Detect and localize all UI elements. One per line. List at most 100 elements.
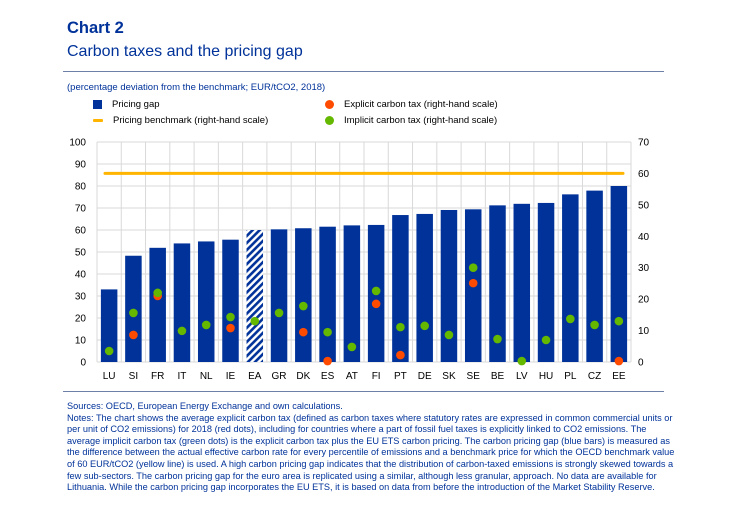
x-tick-label: FR [151,371,164,382]
bottom-divider [63,391,664,392]
bar-ie [222,239,239,362]
implicit-tax-dot-se [468,263,478,273]
implicit-tax-dot-gr [274,308,284,318]
implicit-tax-dot-cz [590,320,599,330]
x-tick-label: DE [418,371,432,382]
implicit-tax-dot-lu [104,346,114,356]
implicit-tax-dot-fi [371,286,381,296]
explicit-tax-dot-fi [371,299,381,309]
bar-nl [197,241,215,362]
x-tick-label: GR [272,371,287,382]
right-tick-label: 50 [638,200,650,211]
left-tick-label: 90 [75,160,87,171]
right-tick-label: 70 [638,138,650,149]
right-tick-label: 60 [638,169,650,180]
left-tick-label: 10 [75,336,87,347]
right-tick-label: 40 [638,232,650,243]
bar-fr [149,247,166,362]
implicit-tax-dot-de [420,321,429,331]
implicit-tax-dot-nl [201,320,211,330]
implicit-tax-dot-it [177,326,187,336]
top-divider [63,71,664,72]
left-tick-label: 40 [75,270,87,281]
bar-it [173,243,191,362]
chart-number: Chart 2 [67,19,124,37]
explicit-tax-dot-dk [299,327,308,337]
implicit-tax-dot-hu [541,335,551,345]
left-tick-label: 50 [75,248,87,259]
notes-section: Sources: OECD, European Energy Exchange … [67,401,677,494]
right-axis: 0 10 20 30 40 50 60 70 [638,138,650,369]
implicit-tax-dot-be [493,334,502,344]
bar-lu [100,289,118,362]
sources-text: Sources: OECD, European Energy Exchange … [67,401,343,411]
right-tick-label: 20 [638,295,650,306]
x-tick-label: AT [346,371,358,382]
implicit-tax-dot-es [323,327,332,337]
implicit-tax-dot-dk [299,301,308,311]
bar-hu [537,202,555,362]
x-tick-label: IT [178,371,187,382]
x-tick-label: CZ [588,371,601,382]
bar-be [489,205,506,362]
explicit-tax-dot-es [323,356,332,366]
bar-lv [513,203,531,362]
explicit-tax-dot-si [129,330,138,340]
left-tick-label: 20 [75,314,87,325]
bars [100,186,628,362]
legend-dot-icon [325,116,334,125]
bar-de [416,213,433,362]
bar-at [343,225,361,362]
x-axis-labels: LU SI FR IT NL IE EA GR DK ES AT FI PT DE SK SE BE LV HU PL… [103,371,626,382]
x-tick-label: LU [103,371,116,382]
left-tick-label: 60 [75,226,87,237]
explicit-tax-dot-ie [226,323,235,333]
x-tick-label: EA [248,371,262,382]
bar-sk [440,209,458,362]
left-tick-label: 70 [75,204,87,215]
implicit-tax-dot-lv [517,356,527,366]
explicit-tax-dot-se [468,278,478,288]
legend-label: Implicit carbon tax (right-hand scale) [344,115,498,126]
bar-dk [295,228,312,362]
bar-ee [610,186,628,362]
legend-pricing-gap: Pricing gap [93,99,160,110]
bar-es [319,226,336,362]
implicit-tax-dot-sk [444,330,454,340]
x-tick-label: SK [442,371,456,382]
implicit-tax-dot-pl [566,314,575,324]
notes-text: Notes: The chart shows the average expli… [67,412,675,493]
chart-title: Carbon taxes and the pricing gap [67,43,303,60]
left-axis: 0 10 20 30 40 50 60 70 80 90 100 [69,138,86,369]
x-tick-label: PL [564,371,577,382]
left-tick-label: 80 [75,182,87,193]
right-tick-label: 10 [638,326,650,337]
x-tick-label: BE [491,371,505,382]
implicit-tax-dot-fr [153,288,162,298]
explicit-tax-dot-ee [614,356,624,366]
right-tick-label: 30 [638,263,650,274]
dots [104,263,624,366]
legend-label: Explicit carbon tax (right-hand scale) [344,99,498,110]
bar-gr [270,229,288,362]
x-tick-label: LV [516,371,528,382]
implicit-tax-dot-ie [226,312,235,322]
right-tick-label: 0 [638,358,644,369]
x-tick-label: SI [129,371,138,382]
x-tick-label: NL [200,371,213,382]
implicit-tax-dot-at [347,342,357,352]
x-tick-label: HU [539,371,553,382]
bar-pl [562,194,579,362]
chart-subtitle: (percentage deviation from the benchmark… [67,82,326,93]
explicit-tax-dot-pt [396,350,405,360]
implicit-tax-dot-si [129,308,138,318]
legend-line-icon [93,119,103,122]
legend-label: Pricing gap [112,99,160,110]
chart-canvas: 0 10 20 30 40 50 60 70 80 90 100 0 10 20 30 40 50 60 70 L… [69,138,650,383]
x-tick-label: DK [296,371,310,382]
legend-dot-icon [325,100,334,109]
legend-implicit-tax: Implicit carbon tax (right-hand scale) [325,115,497,126]
x-tick-label: SE [467,371,481,382]
implicit-tax-dot-ee [614,316,624,326]
left-tick-label: 30 [75,292,87,303]
